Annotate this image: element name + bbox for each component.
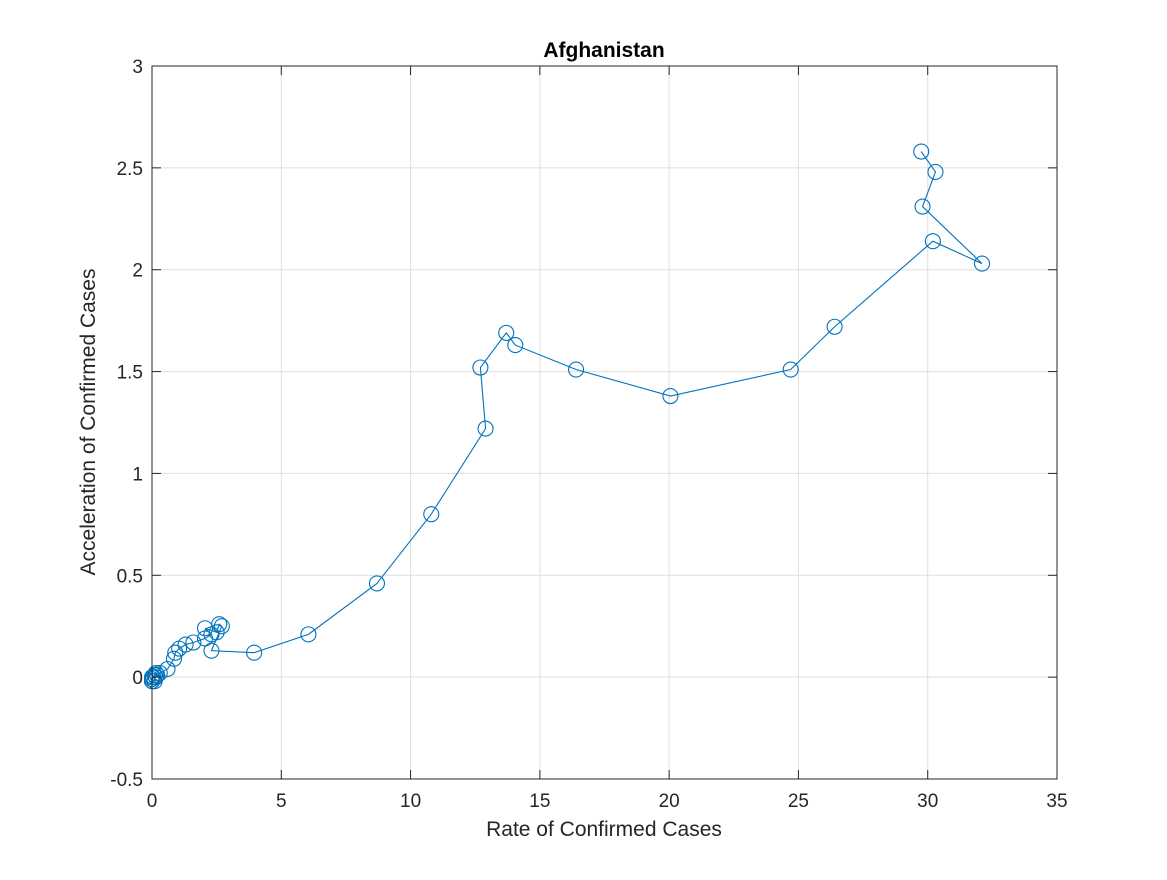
data-point-marker (213, 618, 230, 635)
axis-ticks (151, 65, 1058, 780)
y-tick-label: 0 (132, 668, 143, 689)
grid-lines (151, 65, 1058, 780)
data-point-marker (368, 575, 386, 592)
data-point-marker (423, 506, 440, 523)
x-tick-label: 15 (529, 791, 550, 812)
x-tick-label: 20 (659, 791, 680, 812)
y-tick-label: 1 (132, 464, 143, 485)
data-point-marker (477, 420, 494, 437)
plot-box (151, 65, 1058, 780)
data-point-marker (472, 359, 489, 376)
data-point-marker (498, 324, 515, 341)
y-tick-label: 2 (132, 261, 143, 282)
y-tick-label: 2.5 (117, 159, 143, 180)
data-point-marker (149, 667, 166, 684)
x-tick-label: 35 (1046, 791, 1067, 812)
x-tick-labels: 0 5 10 15 20 25 30 35 (147, 791, 1068, 812)
y-tick-labels: -0.5 0 0.5 1 1.5 2 2.5 3 (110, 57, 143, 791)
x-tick-label: 25 (788, 791, 809, 812)
data-point-marker (167, 644, 184, 661)
plot-area (152, 66, 1057, 779)
x-tick-label: 0 (147, 791, 158, 812)
series-layer (143, 143, 991, 690)
chart-title: Afghanistan (543, 39, 664, 62)
data-point-marker (211, 616, 228, 633)
data-point-marker (203, 642, 220, 659)
data-point-marker (185, 634, 202, 651)
data-point-marker (662, 387, 679, 405)
data-point-marker (913, 143, 930, 160)
x-tick-label: 10 (400, 791, 421, 812)
data-point-marker (177, 636, 194, 653)
y-tick-label: 3 (132, 57, 143, 78)
data-point-marker (147, 665, 164, 682)
data-point-marker (147, 669, 164, 686)
data-point-marker (782, 361, 799, 378)
data-point-marker (300, 626, 317, 643)
x-axis-title: Rate of Confirmed Cases (486, 818, 722, 841)
data-point-marker (826, 318, 843, 335)
data-point-marker (973, 255, 991, 272)
data-point-marker (507, 337, 524, 354)
x-tick-label: 5 (276, 791, 287, 812)
y-tick-label: 1.5 (117, 363, 143, 384)
y-tick-label: 0.5 (117, 566, 143, 587)
data-point-marker (208, 624, 225, 641)
y-tick-label: -0.5 (110, 770, 143, 791)
y-axis-title: Acceleration of Confirmed Cases (77, 269, 100, 576)
data-point-marker (568, 361, 585, 378)
x-tick-label: 30 (917, 791, 938, 812)
data-point-marker (924, 233, 941, 250)
data-point-marker (927, 163, 944, 180)
data-point-marker (246, 644, 263, 661)
data-point-marker (165, 650, 183, 667)
data-point-marker (914, 198, 931, 215)
